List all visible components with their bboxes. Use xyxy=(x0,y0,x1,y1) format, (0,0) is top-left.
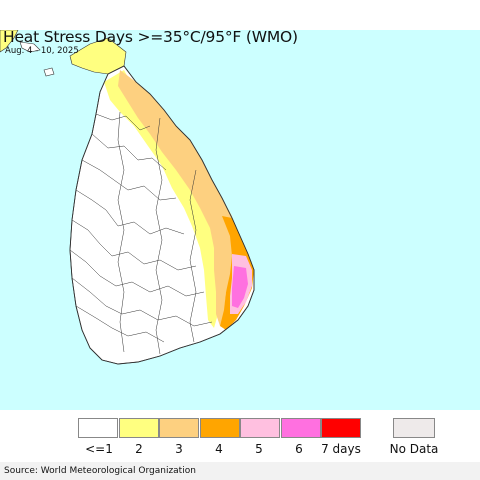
legend-label-5: 5 xyxy=(255,442,263,456)
islet xyxy=(43,67,55,77)
district-boundaries xyxy=(69,111,213,355)
legend-swatch-6 xyxy=(280,418,321,438)
footer-bar xyxy=(0,462,480,480)
legend-swatch-2 xyxy=(118,418,159,438)
india-coast xyxy=(0,30,19,53)
map-title: Heat Stress Days >=35°C/95°F (WMO) xyxy=(3,28,298,46)
legend-label-3: 3 xyxy=(175,442,183,456)
legend-label-le1: <=1 xyxy=(85,442,113,456)
legend: <=1 2 3 4 5 6 7 days No Data xyxy=(0,410,480,462)
island-outline xyxy=(69,65,255,365)
legend-label-no-data: No Data xyxy=(389,442,439,456)
source-credit: Source: World Meteorological Organizatio… xyxy=(4,466,196,476)
legend-label-2: 2 xyxy=(135,442,143,456)
legend-swatch-no-data xyxy=(393,418,435,438)
legend-swatch-5 xyxy=(240,418,280,438)
legend-label-7: 7 days xyxy=(321,442,361,456)
zone-3-days xyxy=(118,70,236,326)
date-range: Aug. 4 - 10, 2025 xyxy=(5,46,79,56)
legend-swatch-3 xyxy=(159,418,199,438)
zone-6-days xyxy=(232,266,248,308)
legend-label-4: 4 xyxy=(215,442,223,456)
legend-swatch-7 xyxy=(321,418,361,438)
islet xyxy=(19,41,41,53)
legend-label-6: 6 xyxy=(295,442,303,456)
legend-swatch-le1 xyxy=(78,418,118,438)
sri-lanka-map xyxy=(0,30,480,410)
legend-color-bar xyxy=(78,418,362,439)
map-area: Heat Stress Days >=35°C/95°F (WMO) Aug. … xyxy=(0,28,480,410)
legend-swatch-4 xyxy=(199,418,240,438)
